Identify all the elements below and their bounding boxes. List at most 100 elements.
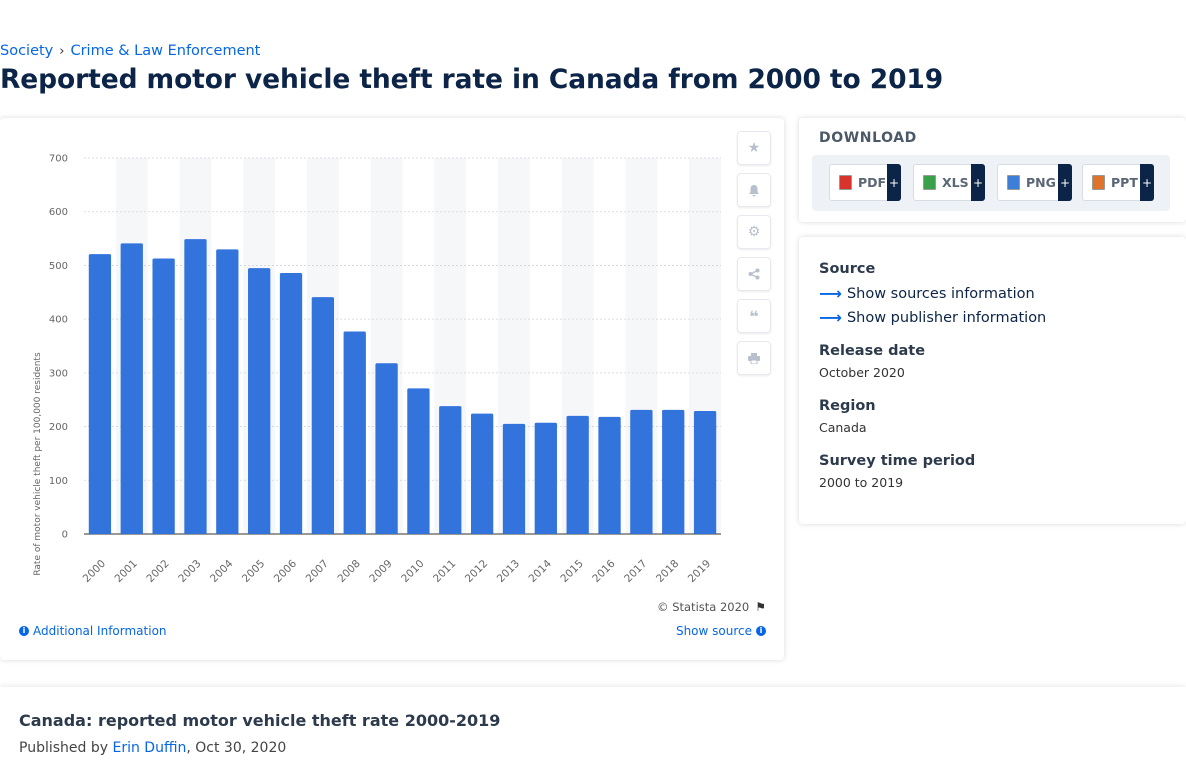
share-icon bbox=[748, 268, 760, 280]
breadcrumb-separator: › bbox=[59, 43, 65, 59]
breadcrumb-crime-link[interactable]: Crime & Law Enforcement bbox=[70, 43, 261, 59]
favorite-button[interactable]: ★ bbox=[737, 131, 771, 165]
copyright: © Statista 2020 ⚑ bbox=[657, 600, 766, 614]
published-by-text: Published by bbox=[19, 740, 113, 756]
bar-2007[interactable] bbox=[311, 297, 335, 534]
pdf-file-icon bbox=[839, 175, 852, 190]
y-tick-label: 700 bbox=[49, 154, 68, 165]
x-tick-label: 2012 bbox=[463, 558, 490, 585]
show-source-label: Show source bbox=[675, 624, 752, 638]
plus-icon[interactable]: + bbox=[1058, 164, 1072, 201]
star-icon: ★ bbox=[747, 140, 761, 156]
additional-info-label: Additional Information bbox=[33, 624, 167, 638]
x-tick-label: 2000 bbox=[81, 558, 108, 585]
show-source-link[interactable]: Show source i bbox=[676, 624, 766, 638]
flag-icon[interactable]: ⚑ bbox=[755, 600, 766, 614]
download-xls-label: XLS bbox=[942, 175, 969, 190]
bar-2004[interactable] bbox=[216, 249, 239, 535]
plus-icon[interactable]: + bbox=[971, 164, 985, 201]
download-ppt-button[interactable]: PPT + bbox=[1082, 164, 1154, 201]
download-title: DOWNLOAD bbox=[819, 130, 917, 146]
chart-card: 0 100 200 300 400 500 600 700 2000 2001 2002 2003 2… bbox=[0, 118, 784, 660]
author-link[interactable]: Erin Duffin bbox=[112, 740, 187, 756]
info-icon: i bbox=[756, 626, 766, 636]
additional-info-link[interactable]: i Additional Information bbox=[19, 624, 167, 638]
download-pdf-label: PDF bbox=[858, 175, 887, 190]
bar-2014[interactable] bbox=[534, 422, 557, 534]
plus-icon[interactable]: + bbox=[1140, 164, 1154, 201]
x-tick-label: 2010 bbox=[399, 558, 426, 585]
survey-period-label: Survey time period bbox=[819, 453, 976, 469]
x-tick-label: 2014 bbox=[527, 557, 555, 585]
y-tick-label: 500 bbox=[49, 261, 68, 272]
info-icon: i bbox=[19, 626, 29, 636]
y-tick-label: 100 bbox=[49, 476, 68, 487]
show-sources-link[interactable]: ⟶ Show sources information bbox=[819, 284, 1035, 303]
bar-2015[interactable] bbox=[566, 415, 589, 534]
bar-2018[interactable] bbox=[662, 409, 685, 534]
arrow-right-icon: ⟶ bbox=[819, 284, 842, 303]
arrow-right-icon: ⟶ bbox=[819, 308, 842, 327]
show-publisher-link[interactable]: ⟶ Show publisher information bbox=[819, 308, 1046, 327]
x-tick-label: 2007 bbox=[304, 558, 331, 585]
x-tick-label: 2011 bbox=[431, 558, 458, 585]
bar-2001[interactable] bbox=[120, 243, 143, 535]
bar-2008[interactable] bbox=[343, 331, 366, 534]
statistic-info-card: Source ⟶ Show sources information ⟶ Show… bbox=[799, 237, 1186, 524]
download-pdf-button[interactable]: PDF + bbox=[829, 164, 901, 201]
bar-2003[interactable] bbox=[184, 239, 207, 534]
bar-2010[interactable] bbox=[407, 388, 430, 534]
y-tick-label: 300 bbox=[49, 368, 68, 379]
y-axis-label: Rate of motor vehicle theft per 100,000 … bbox=[33, 352, 43, 576]
show-publisher-label: Show publisher information bbox=[846, 309, 1047, 326]
article-title: Canada: reported motor vehicle theft rat… bbox=[19, 711, 501, 730]
y-tick-label: 400 bbox=[49, 315, 68, 326]
download-ppt-label: PPT bbox=[1111, 175, 1138, 190]
bar-2016[interactable] bbox=[598, 416, 621, 534]
cite-button[interactable]: ❝ bbox=[737, 299, 771, 333]
page-title: Reported motor vehicle theft rate in Can… bbox=[0, 64, 944, 95]
x-tick-label: 2005 bbox=[240, 558, 267, 585]
x-tick-label: 2008 bbox=[335, 558, 362, 585]
bar-2012[interactable] bbox=[470, 413, 494, 534]
ppt-file-icon bbox=[1092, 175, 1105, 190]
publish-date: , Oct 30, 2020 bbox=[186, 740, 287, 756]
x-tick-label: 2006 bbox=[272, 557, 300, 585]
x-tick-label: 2016 bbox=[590, 557, 618, 585]
chart-toolbar: ★ ⚙ ❝ bbox=[737, 131, 773, 383]
print-button[interactable] bbox=[737, 341, 771, 375]
x-tick-label: 2013 bbox=[495, 558, 522, 585]
bar-2013[interactable] bbox=[502, 423, 526, 534]
bar-2019[interactable] bbox=[693, 410, 717, 534]
x-tick-label: 2002 bbox=[144, 558, 171, 585]
source-label: Source bbox=[819, 261, 876, 277]
download-xls-button[interactable]: XLS + bbox=[913, 164, 985, 201]
bar-2006[interactable] bbox=[279, 272, 303, 534]
breadcrumb-society-link[interactable]: Society bbox=[0, 43, 54, 59]
x-tick-label: 2017 bbox=[622, 558, 649, 585]
x-tick-label: 2018 bbox=[654, 558, 681, 585]
x-tick-label: 2001 bbox=[113, 558, 140, 585]
x-tick-label: 2019 bbox=[686, 558, 713, 585]
y-tick-label: 200 bbox=[49, 422, 68, 433]
download-png-button[interactable]: PNG + bbox=[997, 164, 1072, 201]
bar-2011[interactable] bbox=[439, 406, 462, 534]
x-tick-label: 2003 bbox=[176, 558, 203, 585]
bar-2002[interactable] bbox=[152, 258, 175, 534]
breadcrumb: Society › Crime & Law Enforcement bbox=[0, 43, 260, 59]
alert-button[interactable] bbox=[737, 173, 771, 207]
bar-2000[interactable] bbox=[88, 254, 112, 535]
share-button[interactable] bbox=[737, 257, 771, 291]
release-date-value: October 2020 bbox=[819, 365, 905, 380]
plus-icon[interactable]: + bbox=[887, 164, 901, 201]
copyright-text: © Statista 2020 bbox=[657, 600, 750, 614]
bar-2017[interactable] bbox=[630, 409, 653, 534]
bar-2005[interactable] bbox=[248, 268, 271, 534]
article-card: Canada: reported motor vehicle theft rat… bbox=[0, 687, 1186, 777]
show-sources-label: Show sources information bbox=[846, 285, 1035, 302]
xls-file-icon bbox=[923, 175, 936, 190]
bar-2009[interactable] bbox=[375, 363, 398, 534]
settings-button[interactable]: ⚙ bbox=[737, 215, 771, 249]
article-byline: Published by Erin Duffin, Oct 30, 2020 bbox=[19, 740, 286, 756]
